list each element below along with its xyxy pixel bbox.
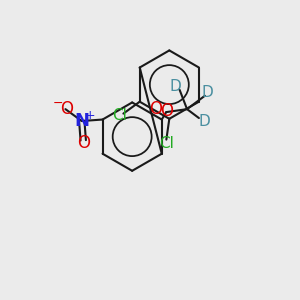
Text: D: D <box>202 85 214 100</box>
Text: Cl: Cl <box>112 108 127 123</box>
Text: O: O <box>77 134 90 152</box>
Text: −: − <box>53 97 63 110</box>
Text: O: O <box>160 102 173 120</box>
Text: +: + <box>84 109 95 122</box>
Text: Cl: Cl <box>159 136 174 151</box>
Text: O: O <box>60 100 74 118</box>
Text: D: D <box>198 113 210 128</box>
Text: O: O <box>150 100 163 118</box>
Text: N: N <box>74 112 89 130</box>
Text: D: D <box>169 79 181 94</box>
